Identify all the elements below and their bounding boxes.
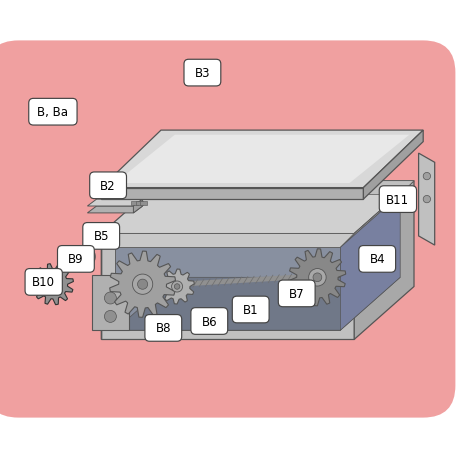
Text: B10: B10 bbox=[32, 276, 55, 289]
Bar bbox=[140, 202, 147, 205]
Polygon shape bbox=[32, 264, 73, 305]
Polygon shape bbox=[115, 278, 399, 330]
Circle shape bbox=[137, 280, 147, 290]
Polygon shape bbox=[159, 269, 194, 304]
Circle shape bbox=[104, 292, 116, 304]
Polygon shape bbox=[288, 249, 345, 306]
FancyBboxPatch shape bbox=[29, 99, 77, 126]
Text: B, Ba: B, Ba bbox=[37, 106, 68, 119]
Polygon shape bbox=[101, 188, 363, 200]
Polygon shape bbox=[101, 181, 413, 234]
FancyBboxPatch shape bbox=[278, 280, 314, 307]
Circle shape bbox=[422, 173, 430, 180]
Polygon shape bbox=[115, 248, 340, 330]
FancyBboxPatch shape bbox=[90, 173, 126, 199]
Polygon shape bbox=[87, 200, 142, 207]
Polygon shape bbox=[418, 154, 434, 246]
Text: B9: B9 bbox=[68, 253, 84, 266]
FancyBboxPatch shape bbox=[379, 186, 416, 213]
FancyBboxPatch shape bbox=[190, 308, 227, 335]
Text: B11: B11 bbox=[386, 193, 409, 206]
Circle shape bbox=[422, 196, 430, 203]
Text: B2: B2 bbox=[100, 179, 116, 192]
FancyBboxPatch shape bbox=[57, 246, 94, 273]
Text: B7: B7 bbox=[288, 287, 304, 300]
Polygon shape bbox=[133, 200, 142, 213]
Bar bbox=[135, 202, 142, 205]
FancyBboxPatch shape bbox=[232, 297, 269, 323]
FancyBboxPatch shape bbox=[145, 315, 181, 341]
Circle shape bbox=[75, 247, 95, 267]
Circle shape bbox=[47, 279, 59, 291]
Polygon shape bbox=[340, 181, 413, 248]
Text: B1: B1 bbox=[242, 303, 258, 316]
Text: B3: B3 bbox=[194, 67, 210, 80]
Polygon shape bbox=[101, 234, 353, 248]
Text: B5: B5 bbox=[93, 230, 109, 243]
Circle shape bbox=[104, 311, 116, 323]
Circle shape bbox=[132, 274, 152, 295]
Polygon shape bbox=[353, 181, 413, 340]
FancyBboxPatch shape bbox=[0, 41, 454, 418]
Polygon shape bbox=[363, 131, 422, 200]
Text: B8: B8 bbox=[155, 322, 171, 335]
Polygon shape bbox=[109, 252, 175, 318]
Polygon shape bbox=[161, 181, 413, 195]
Circle shape bbox=[313, 273, 321, 282]
Circle shape bbox=[171, 281, 182, 292]
Text: B6: B6 bbox=[201, 315, 217, 328]
FancyBboxPatch shape bbox=[25, 269, 62, 296]
Text: B4: B4 bbox=[369, 253, 384, 266]
Circle shape bbox=[50, 281, 56, 287]
Polygon shape bbox=[101, 234, 353, 340]
FancyBboxPatch shape bbox=[358, 246, 395, 273]
Polygon shape bbox=[87, 207, 142, 213]
Polygon shape bbox=[340, 195, 399, 330]
Polygon shape bbox=[101, 131, 422, 188]
FancyBboxPatch shape bbox=[184, 60, 220, 87]
Polygon shape bbox=[92, 275, 129, 330]
Circle shape bbox=[80, 252, 90, 262]
Circle shape bbox=[308, 269, 325, 286]
Bar bbox=[131, 202, 138, 205]
Circle shape bbox=[174, 284, 179, 290]
Polygon shape bbox=[115, 135, 409, 184]
FancyBboxPatch shape bbox=[83, 223, 119, 250]
